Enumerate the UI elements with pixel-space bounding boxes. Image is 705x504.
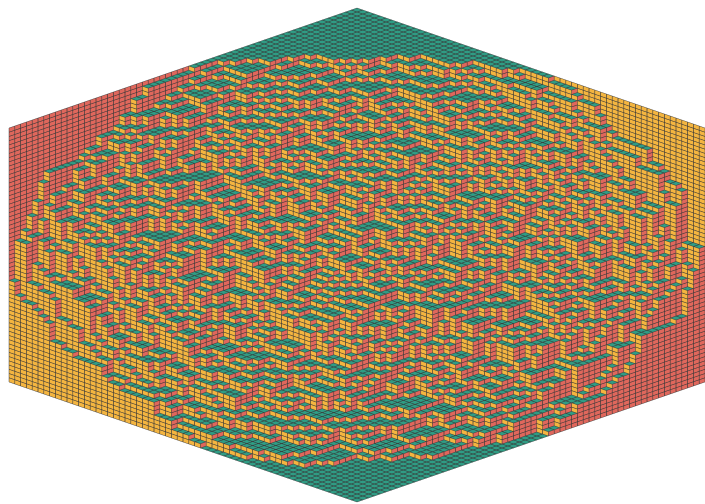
page: (() => { const data = JSON.parse(documen… [0, 0, 705, 504]
tiles [9, 8, 705, 502]
lozenge-tiling [0, 0, 705, 504]
